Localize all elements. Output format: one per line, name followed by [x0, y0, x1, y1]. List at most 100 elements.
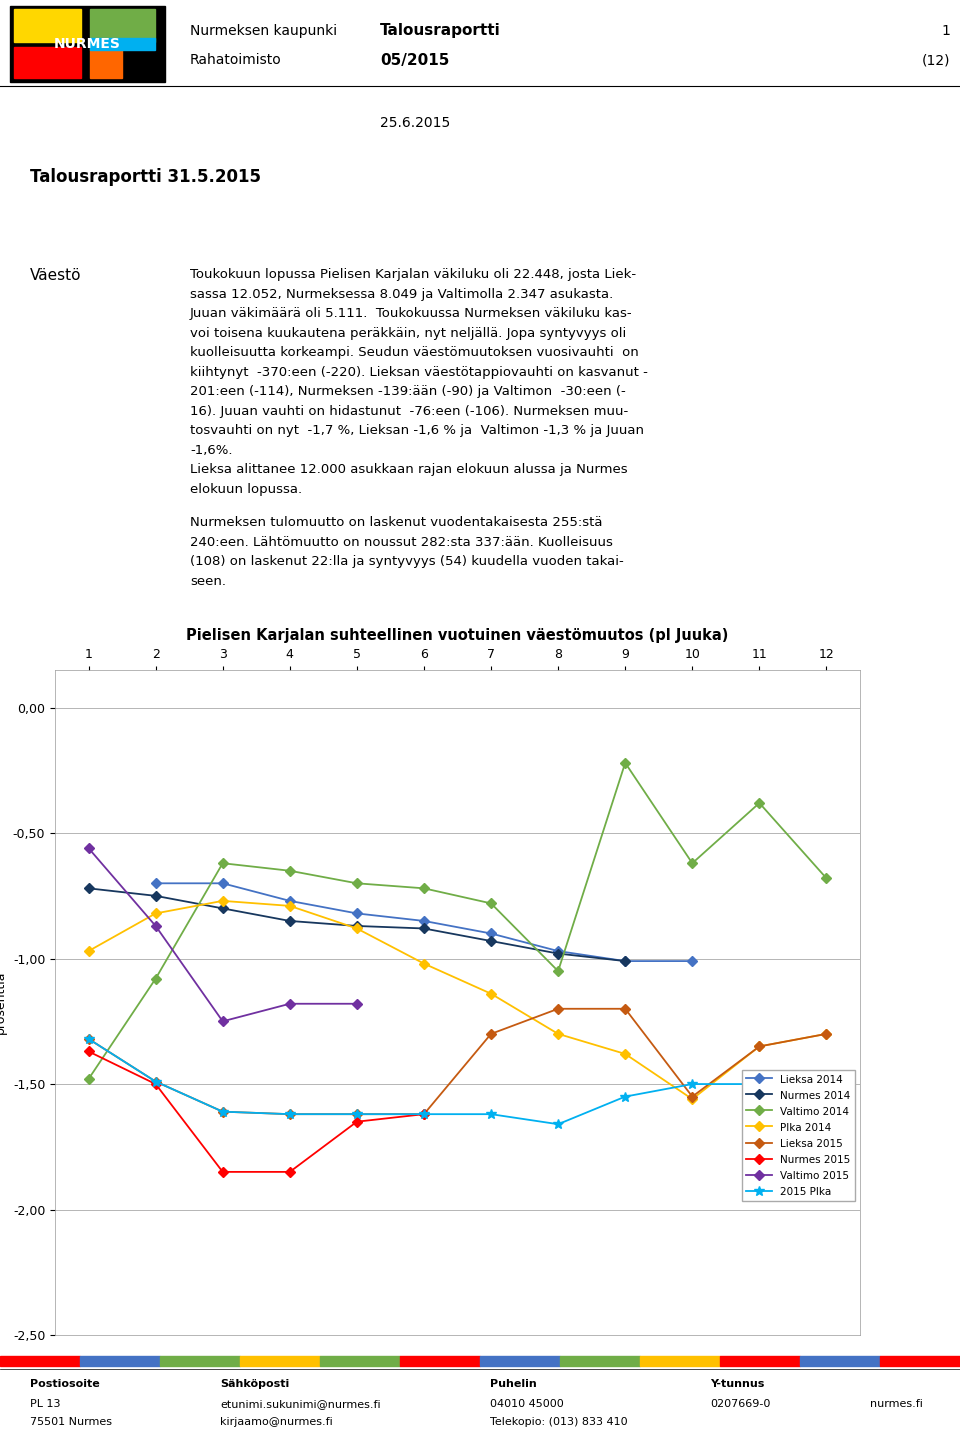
Text: tosvauhti on nyt  -1,7 %, Lieksan -1,6 % ja  Valtimon -1,3 % ja Juuan: tosvauhti on nyt -1,7 %, Lieksan -1,6 % … — [190, 425, 644, 438]
Valtimo 2014 — [686, 855, 698, 872]
Nurmes 2014 — [486, 932, 497, 949]
Valtimo 2014 — [351, 874, 363, 891]
Nurmes 2015 — [83, 1043, 94, 1060]
Line: PIka 2014: PIka 2014 — [85, 897, 830, 1102]
Valtimo 2014 — [486, 894, 497, 912]
Line: Valtimo 2015: Valtimo 2015 — [85, 845, 360, 1025]
Valtimo 2015 — [351, 995, 363, 1012]
Text: nurmes.fi: nurmes.fi — [870, 1399, 923, 1409]
PIka 2014 — [284, 897, 296, 915]
Bar — [400, 1357, 480, 1365]
Text: (108) on laskenut 22:lla ja syntyvyys (54) kuudella vuoden takai-: (108) on laskenut 22:lla ja syntyvyys (5… — [190, 555, 624, 569]
Lieksa 2014 — [486, 925, 497, 942]
2015 PIka — [821, 1076, 832, 1093]
Lieksa 2014 — [619, 952, 631, 970]
Lieksa 2015 — [486, 1025, 497, 1043]
Text: Y-tunnus: Y-tunnus — [710, 1378, 764, 1389]
Valtimo 2015 — [217, 1012, 228, 1029]
Title: Pielisen Karjalan suhteellinen vuotuinen väestömuutos (pl Juuka): Pielisen Karjalan suhteellinen vuotuinen… — [186, 628, 729, 643]
Bar — [14, 47, 81, 79]
Nurmes 2014 — [351, 917, 363, 935]
Valtimo 2014 — [150, 970, 161, 987]
Text: Toukokuun lopussa Pielisen Karjalan väkiluku oli 22.448, josta Liek-: Toukokuun lopussa Pielisen Karjalan väki… — [190, 268, 636, 281]
Text: 240:een. Lähtömuutto on noussut 282:sta 337:ään. Kuolleisuus: 240:een. Lähtömuutto on noussut 282:sta … — [190, 535, 612, 548]
Valtimo 2015 — [150, 917, 161, 935]
2015 PIka — [486, 1105, 497, 1122]
Bar — [640, 1357, 720, 1365]
Text: sassa 12.052, Nurmeksessa 8.049 ja Valtimolla 2.347 asukasta.: sassa 12.052, Nurmeksessa 8.049 ja Valti… — [190, 288, 613, 301]
Line: Lieksa 2014: Lieksa 2014 — [152, 880, 696, 964]
Text: Nurmeksen tulomuutto on laskenut vuodentakaisesta 255:stä: Nurmeksen tulomuutto on laskenut vuodent… — [190, 516, 603, 529]
Bar — [320, 1357, 400, 1365]
Text: -1,6%.: -1,6%. — [190, 443, 232, 457]
Lieksa 2015 — [821, 1025, 832, 1043]
PIka 2014 — [486, 984, 497, 1002]
Valtimo 2014 — [754, 794, 765, 811]
Bar — [10, 6, 165, 81]
2015 PIka — [83, 1031, 94, 1048]
Line: Nurmes 2014: Nurmes 2014 — [85, 885, 629, 964]
Text: 201:een (-114), Nurmeksen -139:ään (-90) ja Valtimon  -30:een (-: 201:een (-114), Nurmeksen -139:ään (-90)… — [190, 385, 626, 398]
Nurmes 2014 — [419, 920, 430, 938]
Bar — [89, 9, 155, 42]
PIka 2014 — [686, 1090, 698, 1108]
Bar — [89, 47, 122, 79]
Bar — [89, 38, 155, 49]
Lieksa 2015 — [150, 1073, 161, 1090]
Text: NURMES: NURMES — [54, 36, 121, 51]
Nurmes 2015 — [351, 1112, 363, 1130]
Text: Juuan väkimäärä oli 5.111.  Toukokuussa Nurmeksen väkiluku kas-: Juuan väkimäärä oli 5.111. Toukokuussa N… — [190, 307, 633, 320]
Bar — [14, 9, 81, 42]
Nurmes 2015 — [217, 1163, 228, 1181]
Text: 04010 45000: 04010 45000 — [490, 1399, 564, 1409]
Valtimo 2014 — [619, 755, 631, 772]
Nurmes 2014 — [150, 887, 161, 904]
Valtimo 2014 — [419, 880, 430, 897]
Lieksa 2014 — [217, 874, 228, 891]
Text: Postiosoite: Postiosoite — [30, 1378, 100, 1389]
Lieksa 2014 — [150, 874, 161, 891]
Text: 75501 Nurmes: 75501 Nurmes — [30, 1418, 112, 1426]
PIka 2014 — [821, 1025, 832, 1043]
Line: Lieksa 2015: Lieksa 2015 — [85, 1005, 830, 1118]
Text: 0207669-0: 0207669-0 — [710, 1399, 770, 1409]
Text: Talousraportti 31.5.2015: Talousraportti 31.5.2015 — [30, 169, 261, 186]
PIka 2014 — [552, 1025, 564, 1043]
Lieksa 2015 — [351, 1105, 363, 1122]
Nurmes 2014 — [552, 945, 564, 963]
Text: Lieksa alittanee 12.000 asukkaan rajan elokuun alussa ja Nurmes: Lieksa alittanee 12.000 asukkaan rajan e… — [190, 462, 628, 475]
Valtimo 2014 — [83, 1070, 94, 1088]
Valtimo 2015 — [284, 995, 296, 1012]
Valtimo 2015 — [83, 839, 94, 856]
Text: Rahatoimisto: Rahatoimisto — [190, 52, 281, 67]
2015 PIka — [686, 1076, 698, 1093]
Lieksa 2015 — [284, 1105, 296, 1122]
Text: voi toisena kuukautena peräkkäin, nyt neljällä. Jopa syntyvyys oli: voi toisena kuukautena peräkkäin, nyt ne… — [190, 327, 626, 339]
Text: etunimi.sukunimi@nurmes.fi: etunimi.sukunimi@nurmes.fi — [220, 1399, 380, 1409]
Text: Nurmeksen kaupunki: Nurmeksen kaupunki — [190, 25, 337, 38]
Text: seen.: seen. — [190, 574, 226, 587]
2015 PIka — [754, 1076, 765, 1093]
Bar — [480, 1357, 560, 1365]
Valtimo 2014 — [217, 855, 228, 872]
Text: kuolleisuutta korkeampi. Seudun väestömuutoksen vuosivauhti  on: kuolleisuutta korkeampi. Seudun väestömu… — [190, 346, 638, 359]
2015 PIka — [217, 1104, 228, 1121]
Bar — [800, 1357, 880, 1365]
Lieksa 2014 — [284, 893, 296, 910]
PIka 2014 — [419, 955, 430, 973]
2015 PIka — [351, 1105, 363, 1122]
Text: kiihtynyt  -370:een (-220). Lieksan väestötappiovauhti on kasvanut -: kiihtynyt -370:een (-220). Lieksan väest… — [190, 365, 648, 378]
Text: kirjaamo@nurmes.fi: kirjaamo@nurmes.fi — [220, 1418, 333, 1426]
Nurmes 2015 — [419, 1105, 430, 1122]
Text: Talousraportti: Talousraportti — [380, 23, 501, 38]
2015 PIka — [284, 1105, 296, 1122]
Nurmes 2014 — [619, 952, 631, 970]
Text: 16). Juuan vauhti on hidastunut  -76:een (-106). Nurmeksen muu-: 16). Juuan vauhti on hidastunut -76:een … — [190, 404, 628, 417]
PIka 2014 — [619, 1045, 631, 1063]
Lieksa 2014 — [351, 904, 363, 922]
Line: 2015 PIka: 2015 PIka — [84, 1034, 831, 1130]
Text: 25.6.2015: 25.6.2015 — [380, 116, 450, 129]
Line: Valtimo 2014: Valtimo 2014 — [85, 759, 830, 1083]
Valtimo 2014 — [284, 862, 296, 880]
2015 PIka — [619, 1088, 631, 1105]
